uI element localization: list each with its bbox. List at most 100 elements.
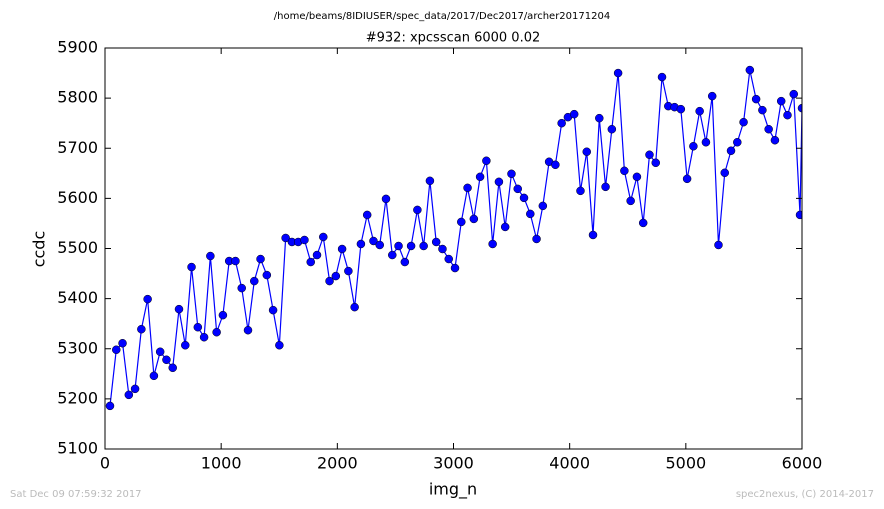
data-point <box>425 176 435 186</box>
data-point <box>797 103 802 113</box>
data-point <box>626 196 635 206</box>
data-point <box>463 183 472 193</box>
data-point <box>337 244 347 254</box>
footer-right: spec2nexus, (C) 2014-2017 <box>736 489 874 500</box>
data-point <box>312 250 322 260</box>
data-point <box>325 276 334 286</box>
data-point <box>526 209 535 219</box>
y-tick-label: 5500 <box>57 238 98 257</box>
data-point <box>607 124 617 134</box>
data-point <box>645 150 654 160</box>
data-point <box>262 270 272 280</box>
data-point <box>168 363 177 373</box>
data-point <box>682 174 692 184</box>
data-point <box>519 193 529 203</box>
data-point <box>406 241 416 251</box>
data-point <box>551 160 560 170</box>
data-point <box>112 345 121 355</box>
y-tick-label: 5400 <box>57 288 98 307</box>
data-point <box>344 266 353 276</box>
data-point <box>105 401 115 411</box>
data-point <box>726 146 736 156</box>
data-point <box>431 237 441 247</box>
data-point <box>507 169 516 179</box>
data-point <box>450 263 460 273</box>
x-tick-label: 3000 <box>433 454 474 473</box>
data-point <box>375 240 384 250</box>
data-point <box>707 91 717 101</box>
data-point <box>444 254 453 264</box>
data-point <box>595 113 604 123</box>
data-point <box>482 156 491 166</box>
data-point <box>776 96 786 106</box>
data-point <box>632 172 642 182</box>
x-tick-label: 1000 <box>201 454 242 473</box>
data-point <box>689 141 698 151</box>
data-point <box>356 239 366 249</box>
data-point <box>237 283 246 293</box>
data-point <box>657 72 667 82</box>
data-point <box>557 118 566 128</box>
data-point <box>193 322 203 332</box>
data-point <box>181 340 190 350</box>
data-point <box>388 250 397 260</box>
data-point <box>281 233 290 243</box>
data-point <box>155 347 165 357</box>
data-point <box>438 244 447 254</box>
data-point <box>789 89 799 99</box>
data-point <box>124 390 134 400</box>
suptitle: /home/beams/8IDIUSER/spec_data/2017/Dec2… <box>274 11 610 22</box>
data-point <box>350 302 359 312</box>
data-point <box>469 214 479 224</box>
data-point <box>783 110 792 120</box>
data-point <box>475 172 485 182</box>
x-tick-label: 2000 <box>317 454 358 473</box>
data-point <box>695 106 704 116</box>
y-tick-label: 5800 <box>57 88 98 107</box>
x-tick-label: 5000 <box>665 454 706 473</box>
data-point <box>162 355 171 365</box>
data-point <box>758 105 767 115</box>
x-tick-label: 6000 <box>782 454 823 473</box>
y-tick-label: 5100 <box>57 439 98 458</box>
data-point <box>620 166 629 176</box>
y-tick-label: 5300 <box>57 338 98 357</box>
data-point <box>130 384 140 394</box>
data-point <box>268 305 278 315</box>
data-point <box>331 271 341 281</box>
plot-area <box>105 65 802 411</box>
data-point <box>714 240 723 250</box>
data-point <box>381 194 391 204</box>
data-point <box>513 184 522 194</box>
data-point <box>250 276 259 286</box>
data-point <box>413 205 422 215</box>
data-point <box>118 338 127 348</box>
data-point <box>764 124 773 134</box>
data-point <box>206 251 215 261</box>
data-point <box>795 210 802 220</box>
data-point <box>362 210 372 220</box>
data-point <box>676 104 686 114</box>
data-point <box>532 234 541 244</box>
data-point <box>300 235 309 245</box>
data-point <box>218 310 228 320</box>
data-point <box>256 254 265 264</box>
data-line <box>109 69 802 406</box>
data-point <box>275 340 284 350</box>
data-point <box>701 137 711 147</box>
data-point <box>739 117 748 127</box>
data-point <box>733 137 742 147</box>
x-tick-label: 4000 <box>549 454 590 473</box>
data-point <box>149 371 159 381</box>
data-point <box>601 182 610 192</box>
y-tick-label: 5700 <box>57 138 98 157</box>
data-point <box>369 236 378 246</box>
chart-title: #932: xpcsscan 6000 0.02 <box>366 31 541 46</box>
data-point <box>638 218 648 228</box>
y-tick-label: 5600 <box>57 188 98 207</box>
data-point <box>582 147 591 157</box>
data-point <box>400 257 410 267</box>
x-axis-label: img_n <box>429 480 477 500</box>
